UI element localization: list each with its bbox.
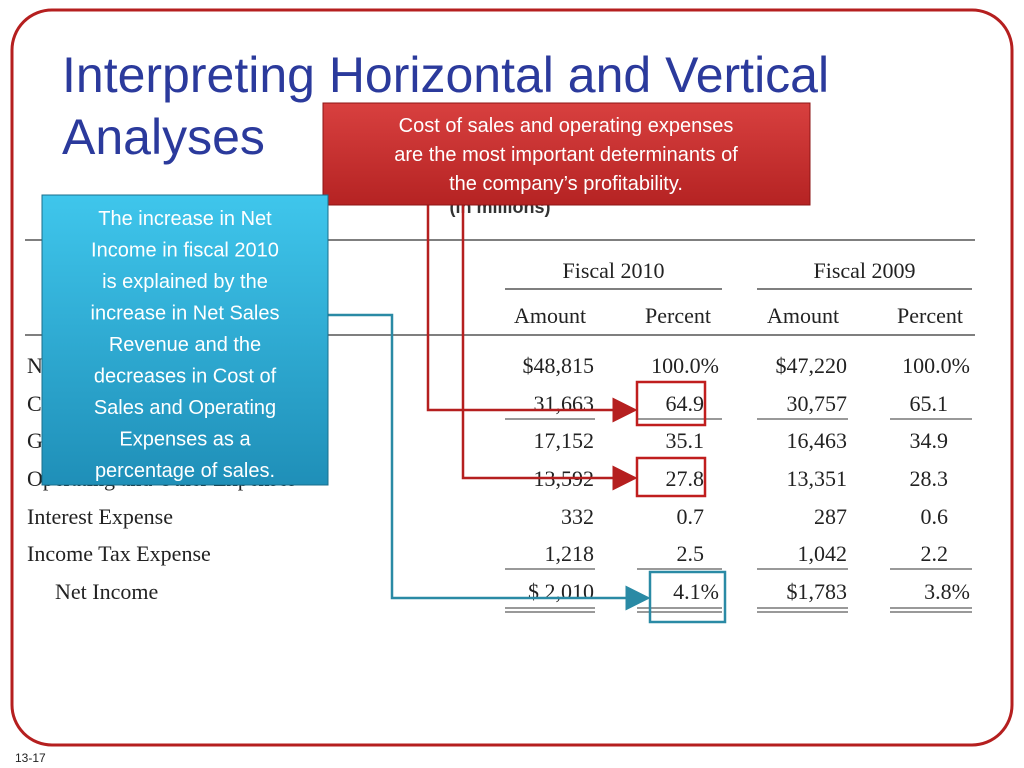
column-header: Percent bbox=[897, 303, 963, 328]
row-label: Interest Expense bbox=[27, 504, 173, 529]
cell: 65.1 bbox=[910, 391, 949, 416]
callout-line: the company’s profitability. bbox=[449, 173, 683, 195]
cell: 13,351 bbox=[787, 466, 848, 491]
callout-line: Expenses as a bbox=[119, 429, 251, 451]
cell: 28.3 bbox=[910, 466, 949, 491]
callout-line: is explained by the bbox=[102, 271, 268, 293]
callout-box bbox=[322, 102, 811, 206]
callout-line: Income in fiscal 2010 bbox=[91, 240, 279, 262]
cell: 31,663 bbox=[534, 391, 595, 416]
red-callout: Cost of sales and operating expenses are … bbox=[322, 102, 811, 206]
arrow bbox=[461, 205, 638, 491]
slide-frame bbox=[10, 8, 1014, 747]
callout-line: Cost of sales and operating expenses bbox=[399, 115, 734, 137]
callout-line: Sales and Operating bbox=[94, 397, 276, 419]
cell: 1,042 bbox=[798, 541, 848, 566]
row-label: Income Tax Expense bbox=[27, 541, 211, 566]
cell: $48,815 bbox=[523, 353, 595, 378]
cell: $47,220 bbox=[776, 353, 848, 378]
cell: 100.0% bbox=[651, 353, 719, 378]
callout-line: Revenue and the bbox=[109, 334, 261, 356]
title-line: Analyses bbox=[62, 109, 265, 165]
cell: 0.7 bbox=[677, 504, 705, 529]
callout-line: are the most important determinants of bbox=[394, 144, 738, 166]
cell: 100.0% bbox=[902, 353, 970, 378]
callout-line: increase in Net Sales bbox=[91, 303, 280, 325]
arrow bbox=[426, 205, 638, 423]
group-header: Fiscal 2010 bbox=[562, 258, 664, 283]
cell: 17,152 bbox=[534, 428, 595, 453]
callout-line: decreases in Cost of bbox=[94, 366, 277, 388]
row-label: Net Income bbox=[55, 579, 158, 604]
cell: $ 2,010 bbox=[528, 579, 594, 604]
cell: 3.8% bbox=[924, 579, 970, 604]
cell: 4.1% bbox=[673, 579, 719, 604]
title: Interpreting Horizontal and Vertical Anal… bbox=[62, 47, 829, 165]
column-header: Amount bbox=[514, 303, 586, 328]
blue-callout: The increase in Net Income in fiscal 2010… bbox=[41, 194, 329, 486]
cell: 1,218 bbox=[545, 541, 595, 566]
cell: 2.2 bbox=[921, 541, 949, 566]
cell: 0.6 bbox=[921, 504, 949, 529]
slide-number: 13-17 bbox=[15, 751, 46, 765]
cell: 287 bbox=[814, 504, 847, 529]
callout-line: The increase in Net bbox=[98, 208, 272, 230]
column-header: Amount bbox=[767, 303, 839, 328]
cell: 30,757 bbox=[787, 391, 848, 416]
cell: 27.8 bbox=[666, 466, 705, 491]
cell: 35.1 bbox=[666, 428, 705, 453]
cell: 64.9 bbox=[666, 391, 705, 416]
title-line: Interpreting Horizontal and Vertical bbox=[62, 47, 829, 103]
column-header: Percent bbox=[645, 303, 711, 328]
table: (in millions)Fiscal 2010 Fiscal 2009Amoun… bbox=[25, 197, 975, 613]
group-header: Fiscal 2009 bbox=[813, 258, 915, 283]
cell: 34.9 bbox=[910, 428, 949, 453]
callout-line: percentage of sales. bbox=[95, 460, 275, 482]
callout-box bbox=[41, 194, 329, 486]
cell: 16,463 bbox=[787, 428, 848, 453]
arrow bbox=[328, 313, 651, 611]
cell: 332 bbox=[561, 504, 594, 529]
highlights bbox=[328, 205, 727, 624]
cell: 2.5 bbox=[677, 541, 705, 566]
cell: $1,783 bbox=[787, 579, 848, 604]
